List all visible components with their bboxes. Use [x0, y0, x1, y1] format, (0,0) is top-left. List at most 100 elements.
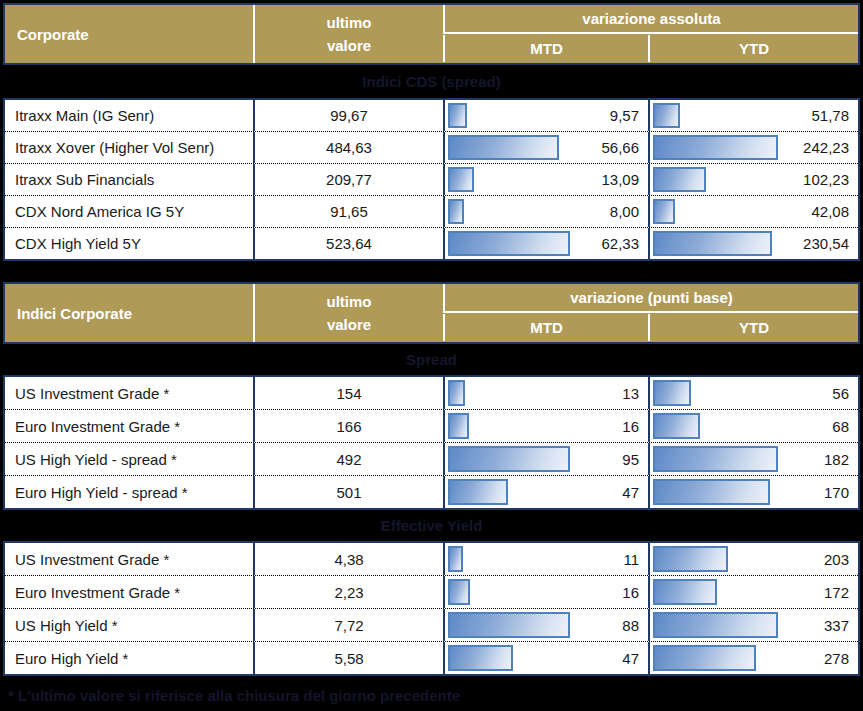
ytd-cell: 182 [648, 443, 858, 475]
ultimo-valore-cell: 484,63 [253, 132, 443, 163]
ytd-cell: 68 [648, 410, 858, 442]
mtd-value: 47 [622, 484, 648, 501]
ultimo-label: ultimo [327, 293, 372, 310]
mtd-column-header: MTD [443, 35, 648, 62]
ytd-bar [653, 135, 778, 160]
ytd-bar [653, 103, 680, 128]
ytd-bar [653, 579, 717, 605]
row-label: CDX Nord America IG 5Y [5, 196, 253, 227]
table-row: Itraxx Xover (Higher Vol Senr) 484,63 56… [5, 131, 858, 163]
row-label: Itraxx Xover (Higher Vol Senr) [5, 132, 253, 163]
ytd-value: 172 [824, 584, 858, 601]
table-separator [3, 261, 860, 282]
row-label: Euro Investment Grade * [5, 576, 253, 608]
mtd-cell: 47 [443, 642, 648, 674]
mtd-value: 47 [622, 650, 648, 667]
row-label: US High Yield * [5, 609, 253, 641]
report-page: Corporate ultimo valore variazione assol… [0, 0, 863, 711]
row-label: US High Yield - spread * [5, 443, 253, 475]
ytd-cell: 203 [648, 543, 858, 575]
corporate-table-header: Corporate ultimo valore variazione assol… [5, 5, 858, 63]
ultimo-valore-cell: 2,23 [253, 576, 443, 608]
table-row: Itraxx Sub Financials 209,77 13,09 102,2… [5, 163, 858, 195]
ytd-bar [653, 167, 706, 192]
section-band-effective-yield: Effective Yield [3, 510, 860, 541]
ytd-value: 337 [824, 617, 858, 634]
ytd-bar [653, 645, 756, 671]
table-row: US High Yield - spread * 492 95 182 [5, 442, 858, 475]
mtd-bar [448, 579, 470, 605]
mtd-bar [448, 231, 570, 256]
ytd-cell: 278 [648, 642, 858, 674]
valore-label: valore [327, 37, 371, 54]
mtd-bar [448, 645, 513, 671]
section-band-indici-cds: Indici CDS (spread) [3, 65, 860, 98]
mtd-value: 16 [622, 584, 648, 601]
mtd-bar [448, 479, 508, 505]
row-label: US Investment Grade * [5, 543, 253, 575]
ultimo-valore-cell: 492 [253, 443, 443, 475]
ytd-value: 68 [832, 418, 858, 435]
mtd-bar [448, 135, 559, 160]
ultimo-valore-cell: 166 [253, 410, 443, 442]
mtd-cell: 62,33 [443, 228, 648, 259]
table-title: Indici Corporate [5, 284, 253, 342]
table-row: CDX Nord America IG 5Y 91,65 8,00 42,08 [5, 195, 858, 227]
corporate-cds-table: Corporate ultimo valore variazione assol… [3, 3, 860, 65]
mtd-value: 13 [622, 385, 648, 402]
row-label: Euro High Yield * [5, 642, 253, 674]
mtd-cell: 56,66 [443, 132, 648, 163]
table-row: Euro High Yield - spread * 501 47 170 [5, 475, 858, 508]
ytd-bar [653, 231, 772, 256]
row-label: US Investment Grade * [5, 377, 253, 409]
mtd-bar [448, 199, 464, 224]
mtd-column-header: MTD [443, 314, 648, 341]
ytd-cell: 42,08 [648, 196, 858, 227]
variazione-punti-base-header: variazione (punti base) [443, 284, 858, 313]
mtd-bar [448, 446, 570, 472]
row-label: Itraxx Sub Financials [5, 164, 253, 195]
indici-corporate-table: Indici Corporate ultimo valore variazion… [3, 282, 860, 344]
mtd-value: 13,09 [601, 171, 648, 188]
table-row: Euro High Yield * 5,58 47 278 [5, 641, 858, 674]
ytd-bar [653, 413, 700, 439]
ultimo-valore-cell: 91,65 [253, 196, 443, 227]
mtd-value: 9,57 [610, 107, 648, 124]
ytd-column-header: YTD [648, 314, 858, 341]
mtd-value: 88 [622, 617, 648, 634]
ytd-bar [653, 546, 728, 572]
ytd-value: 203 [824, 551, 858, 568]
spread-rows: US Investment Grade * 154 13 56 Euro Inv… [3, 375, 860, 510]
table-row: US Investment Grade * 154 13 56 [5, 377, 858, 409]
ytd-cell: 337 [648, 609, 858, 641]
mtd-value: 8,00 [610, 203, 648, 220]
mtd-value: 56,66 [601, 139, 648, 156]
variazione-assoluta-header: variazione assoluta [443, 5, 858, 34]
mtd-bar [448, 380, 465, 406]
mtd-bar [448, 546, 463, 572]
ytd-bar [653, 446, 778, 472]
ytd-bar [653, 380, 691, 406]
ytd-value: 170 [824, 484, 858, 501]
ytd-cell: 230,54 [648, 228, 858, 259]
ytd-value: 230,54 [803, 235, 858, 252]
ultimo-valore-cell: 523,64 [253, 228, 443, 259]
mtd-cell: 47 [443, 476, 648, 508]
indici-corporate-header: Indici Corporate ultimo valore variazion… [5, 284, 858, 342]
table-row: US High Yield * 7,72 88 337 [5, 608, 858, 641]
mtd-cell: 9,57 [443, 100, 648, 131]
ultimo-label: ultimo [327, 14, 372, 31]
row-label: Euro High Yield - spread * [5, 476, 253, 508]
table-row: CDX High Yield 5Y 523,64 62,33 230,54 [5, 227, 858, 259]
footnote: * L'ultimo valore si riferisce alla chiu… [3, 676, 860, 704]
ytd-value: 51,78 [811, 107, 858, 124]
mtd-value: 11 [623, 551, 648, 568]
ytd-column-header: YTD [648, 35, 858, 62]
mtd-bar [448, 413, 469, 439]
ytd-cell: 56 [648, 377, 858, 409]
ytd-bar [653, 612, 778, 638]
mtd-value: 95 [622, 451, 648, 468]
ytd-value: 42,08 [811, 203, 858, 220]
mtd-value: 16 [622, 418, 648, 435]
mtd-value: 62,33 [601, 235, 648, 252]
